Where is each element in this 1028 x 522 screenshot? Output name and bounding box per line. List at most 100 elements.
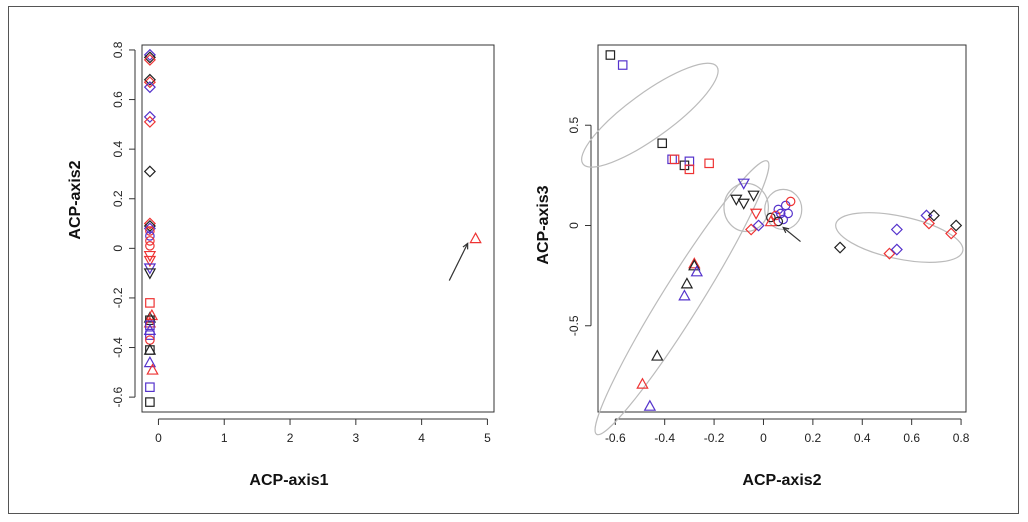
x-tick-label: 0.2	[805, 431, 822, 445]
point-square	[145, 397, 155, 407]
figure-frame	[8, 6, 1019, 514]
point-square	[657, 138, 668, 149]
x-tick-label: 5	[484, 431, 491, 445]
y-tick-label: 0.5	[567, 117, 581, 134]
point-triangle	[688, 257, 701, 269]
point-circle	[783, 208, 793, 219]
point-square	[145, 298, 155, 308]
x-tick-label: 2	[287, 431, 294, 445]
point-square	[145, 330, 155, 340]
point-triangle-down	[747, 190, 760, 202]
point-diamond	[143, 222, 156, 235]
point-triangle	[469, 231, 482, 244]
point-diamond	[883, 247, 896, 260]
point-square	[145, 320, 155, 331]
point-triangle	[143, 316, 157, 328]
point-triangle	[651, 349, 664, 361]
x-tick-label: 0.8	[953, 431, 970, 445]
point-triangle	[143, 355, 157, 368]
point-circle	[771, 210, 781, 221]
point-triangle	[143, 343, 157, 355]
point-square	[669, 154, 680, 165]
y-tick-label: -0.6	[111, 386, 125, 407]
point-circle	[778, 214, 789, 225]
point-diamond	[143, 110, 156, 123]
x-tick-label: 0	[760, 431, 767, 445]
arrow-line	[448, 243, 469, 281]
point-triangle	[680, 277, 694, 289]
y-tick-label: 0.4	[111, 140, 125, 157]
point-square	[605, 50, 616, 60]
point-diamond	[143, 76, 156, 89]
y-tick-label: -0.5	[567, 315, 581, 336]
point-triangle-down	[737, 198, 750, 210]
point-diamond	[945, 227, 958, 240]
group-ellipse	[594, 160, 770, 436]
point-diamond	[143, 115, 156, 128]
y-tick-label: -0.4	[111, 337, 125, 358]
point-triangle-down	[749, 208, 763, 220]
x-tick-label: 0	[155, 431, 162, 445]
y-tick-label: 0.8	[111, 41, 125, 58]
point-square	[704, 158, 714, 169]
point-triangle-down	[143, 255, 157, 268]
y-tick-label: 0	[111, 245, 125, 252]
x-tick-label: -0.4	[654, 431, 675, 445]
arrow-head	[462, 242, 469, 250]
point-diamond	[922, 217, 936, 230]
group-ellipse	[764, 188, 803, 231]
point-circle	[766, 212, 776, 223]
point-triangle	[678, 289, 691, 301]
x-tick-label: 3	[352, 431, 359, 445]
point-triangle-down	[730, 194, 743, 206]
point-triangle	[143, 323, 157, 335]
point-diamond	[927, 209, 940, 222]
y-axis-title: ACP-axis3	[535, 185, 552, 264]
point-triangle-down	[143, 268, 157, 280]
x-tick-label: 0.6	[903, 431, 920, 445]
point-square	[617, 60, 628, 70]
plot-box	[141, 44, 495, 413]
y-tick-label: 0	[567, 222, 581, 229]
point-diamond	[143, 73, 156, 86]
point-circle	[145, 231, 155, 241]
point-triangle	[764, 215, 778, 227]
x-tick-label: -0.2	[704, 431, 725, 445]
x-axis-title: ACP-axis2	[742, 472, 821, 489]
plot1-marks: 0 1 2 3 4 5 -0.6 -0.4 -0.2 0 0.2 0.4 0.6 0.8	[111, 41, 491, 445]
point-diamond	[745, 223, 758, 236]
y-tick-label: 0.2	[111, 190, 125, 207]
arrow-line	[782, 227, 801, 243]
point-diamond	[143, 217, 156, 230]
point-diamond	[833, 241, 847, 254]
point-circle	[145, 226, 155, 236]
y-tick-label: 0.6	[111, 91, 125, 108]
point-diamond	[143, 165, 156, 178]
plot2-marks: -0.6 -0.4 -0.2 0 0.2 0.4 0.6 0.8 -0.5 0 0.5	[567, 50, 970, 445]
point-triangle	[636, 377, 649, 389]
point-diamond	[890, 243, 903, 256]
x-tick-label: 0.4	[854, 431, 871, 445]
y-axis-title: ACP-axis2	[67, 160, 84, 239]
point-triangle	[145, 308, 159, 321]
group-ellipse	[581, 62, 719, 168]
point-diamond	[143, 53, 156, 66]
point-triangle	[146, 363, 159, 375]
point-circle	[145, 236, 155, 246]
arrow-head	[782, 226, 790, 234]
x-tick-label: -0.6	[605, 431, 626, 445]
point-diamond	[752, 219, 765, 232]
y-tick-label: -0.2	[111, 287, 125, 308]
group-ellipse	[835, 212, 964, 263]
x-axis-title: ACP-axis1	[249, 472, 328, 489]
plot-box	[597, 44, 967, 413]
x-tick-label: 4	[418, 431, 425, 445]
point-triangle	[643, 399, 657, 411]
point-square	[667, 154, 677, 165]
point-diamond	[143, 51, 156, 64]
point-square	[684, 164, 695, 175]
x-tick-label: 1	[221, 431, 228, 445]
point-diamond	[143, 48, 156, 61]
